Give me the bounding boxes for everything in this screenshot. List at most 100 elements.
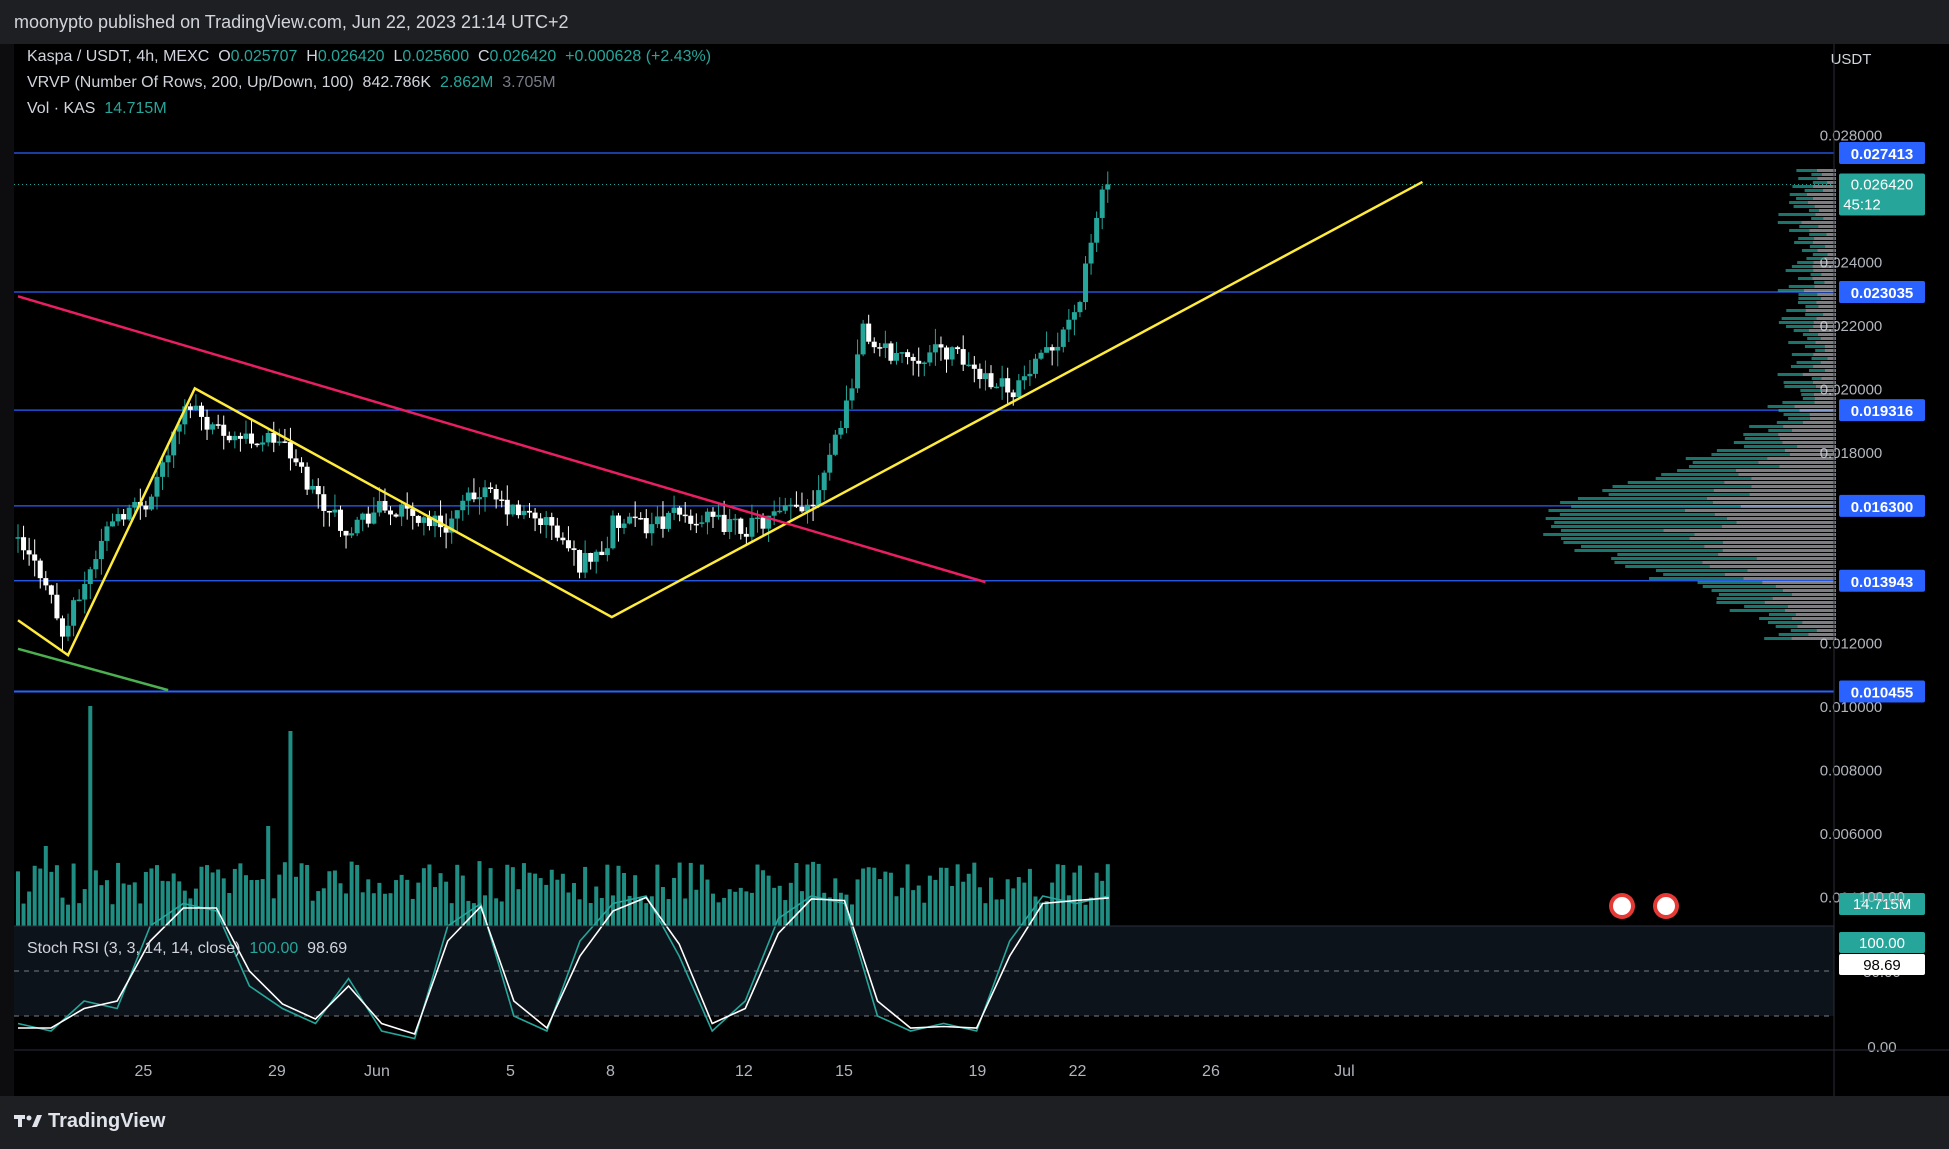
candle-body <box>760 517 766 529</box>
candle-body <box>110 521 116 527</box>
candle-body <box>488 487 494 490</box>
stoch-k-value: 100.00 <box>249 940 299 957</box>
vrvp-bar-up <box>1777 221 1802 224</box>
vrvp-bar-up <box>1789 229 1810 232</box>
x-tick-label: 26 <box>1202 1063 1220 1080</box>
symbol-legend[interactable]: Kaspa / USDT, 4h, MEXC O0.025707 H0.0264… <box>27 48 712 65</box>
vrvp-bar-up <box>1655 477 1752 480</box>
vrvp-bar-down <box>1724 481 1836 484</box>
volume-bar <box>221 878 226 926</box>
vrvp-bar-up <box>1790 365 1814 368</box>
vrvp-bar-down <box>1818 225 1836 228</box>
vrvp-bar-down <box>1827 253 1836 256</box>
vrvp-bar-down <box>1779 465 1836 468</box>
vrvp-bar-up <box>1702 585 1776 588</box>
volume-bar <box>188 898 193 926</box>
volume-bar <box>977 887 982 926</box>
vrvp-bar-down <box>1816 169 1836 172</box>
candle-body <box>849 388 855 401</box>
volume-bar <box>649 896 654 926</box>
vrvp-bar-down <box>1713 489 1836 492</box>
candle-body <box>388 510 394 515</box>
publisher-text: moonypto published on TradingView.com, J… <box>14 12 569 32</box>
candle-body <box>326 510 332 513</box>
y-tick-label: 0.010000 <box>1820 699 1883 716</box>
vrvp-bar-up <box>1797 301 1817 304</box>
vrvp-bar-down <box>1816 629 1836 632</box>
volume-bar <box>416 882 421 926</box>
candle-body <box>98 540 104 560</box>
volume-bar <box>972 862 977 926</box>
candle-body <box>260 442 266 445</box>
vrvp-legend[interactable]: VRVP (Number Of Rows, 200, Up/Down, 100)… <box>27 74 556 92</box>
candle-body <box>704 511 710 523</box>
candle-body <box>944 347 950 360</box>
candle-body <box>543 517 549 525</box>
volume-legend[interactable]: Vol · KAS 14.715M <box>27 100 167 118</box>
volume-bar <box>900 887 905 926</box>
chart-area[interactable]: USDT 0.028000 0.024000 0.022000 0.020000 0.0… <box>14 44 1949 1096</box>
vrvp-bar-down <box>1663 529 1836 532</box>
candle-body <box>571 548 577 551</box>
volume-bar <box>961 881 966 926</box>
x-tick-label: 8 <box>606 1063 615 1080</box>
candle-body <box>1044 347 1050 353</box>
candle-body <box>671 507 677 513</box>
volume-bar <box>1000 899 1005 926</box>
candle-body <box>727 519 733 532</box>
candle-body <box>688 515 694 524</box>
vrvp-bar-up <box>1775 625 1798 628</box>
vrvp-bar-down <box>1813 261 1836 264</box>
x-tick-label: 22 <box>1069 1063 1087 1080</box>
vrvp-bar-down <box>1815 341 1836 344</box>
vrvp-bar-down <box>1758 461 1836 464</box>
candle-body <box>766 515 772 529</box>
candle-body <box>632 516 638 519</box>
vrvp-bar-up <box>1796 361 1821 364</box>
volume-bar <box>766 875 771 926</box>
y-tick-label: 0.028000 <box>1820 127 1883 144</box>
stoch-legend[interactable]: Stoch RSI (3, 3, 14, 14, close) 100.00 9… <box>27 940 347 958</box>
trendline-yellow-pattern <box>17 180 1424 658</box>
candle-body <box>343 530 349 536</box>
vrvp-bar-down <box>1814 285 1836 288</box>
candle-body <box>171 431 177 456</box>
volume-bar <box>321 888 326 926</box>
candle-body <box>738 518 744 534</box>
tradingview-logo[interactable]: TradingView <box>14 1110 165 1133</box>
level-label-bg <box>1839 569 1925 592</box>
vrvp-bar-down <box>1808 329 1836 332</box>
volume-bar <box>966 873 971 926</box>
candle-body <box>1094 217 1100 243</box>
x-tick-label: Jun <box>364 1063 390 1080</box>
vrvp-value-2: 2.862M <box>439 74 494 91</box>
candle-body <box>899 352 905 354</box>
candle-body <box>393 514 399 517</box>
vrvp-bar-up <box>1559 513 1715 516</box>
volume-bar <box>688 862 693 926</box>
candle-body <box>243 433 249 439</box>
volume-bar <box>155 865 159 926</box>
vrvp-bar-down <box>1806 193 1836 196</box>
x-tick-label: 19 <box>969 1063 987 1080</box>
volume-bar <box>894 896 899 926</box>
volume-bar <box>494 898 499 926</box>
vrvp-bar-up <box>1793 205 1815 208</box>
volume-bar <box>1072 872 1077 926</box>
candle-body <box>510 504 516 515</box>
candle-body <box>504 499 510 515</box>
candle-body <box>793 504 799 507</box>
vrvp-bar-up <box>1577 497 1707 500</box>
candle-body <box>293 458 299 463</box>
vrvp-bar-down <box>1751 477 1836 480</box>
candle-body <box>866 323 872 342</box>
candle-body <box>182 406 188 425</box>
chart-svg[interactable]: USDT 0.0280000.0240000.0220000.0200000.0… <box>14 44 1949 1096</box>
candle-body <box>666 512 672 529</box>
vrvp-bar-up <box>1799 225 1819 228</box>
stoch-d-value: 98.69 <box>307 940 348 957</box>
level-label-bg <box>1839 281 1925 304</box>
vrvp-bar-down <box>1817 249 1836 252</box>
vrvp-bar-down <box>1784 449 1836 452</box>
volume-bar <box>605 864 610 926</box>
